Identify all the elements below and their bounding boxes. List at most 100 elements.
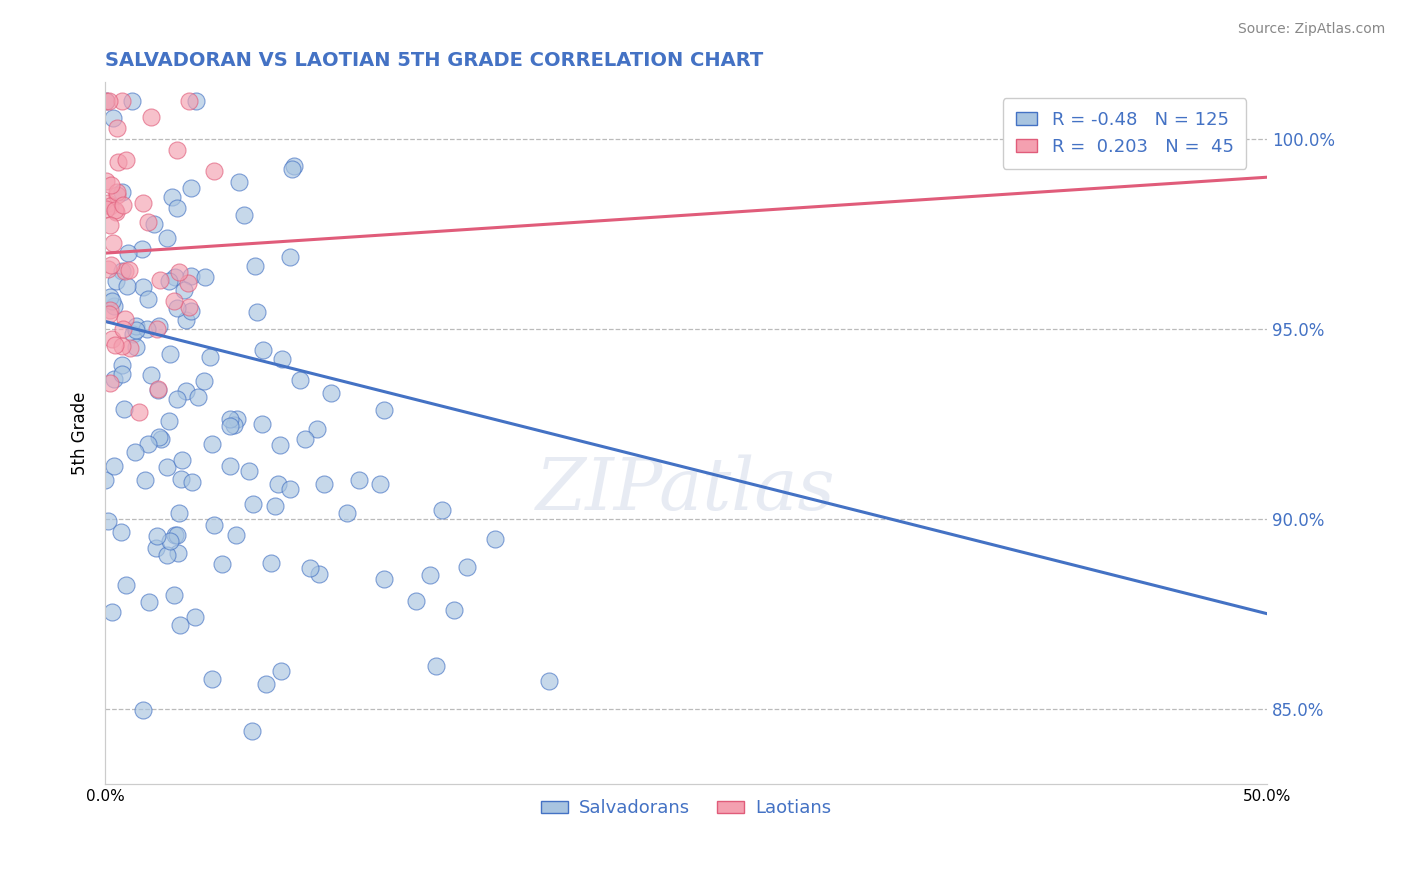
Point (179, 95, 201, 109)
Point (98, 290, 121, 304)
Point (187, 390, 209, 404)
Point (100, 178, 122, 193)
Point (219, 419, 242, 434)
Point (115, 577, 138, 591)
Point (97, 195, 120, 210)
Point (111, 95, 134, 109)
Point (250, 417, 273, 432)
Point (101, 111, 124, 125)
Point (180, 268, 202, 283)
Point (166, 528, 188, 542)
Point (314, 476, 336, 491)
Point (198, 351, 221, 365)
Point (169, 507, 191, 521)
Point (100, 258, 122, 272)
Point (105, 187, 128, 202)
Point (245, 305, 267, 319)
Point (269, 437, 291, 451)
Point (222, 418, 245, 433)
Point (201, 672, 224, 686)
Point (373, 402, 395, 417)
Point (94, 473, 117, 487)
Point (537, 674, 560, 689)
Point (260, 556, 283, 570)
Point (202, 163, 225, 178)
Point (94, 174, 117, 188)
Point (163, 293, 186, 308)
Point (124, 444, 146, 458)
Point (146, 322, 169, 336)
Point (103, 236, 125, 251)
Point (98, 95, 121, 109)
Point (114, 312, 136, 326)
Point (347, 473, 370, 487)
Point (267, 476, 290, 491)
Point (193, 375, 215, 389)
Point (98, 219, 121, 233)
Point (141, 110, 163, 124)
Point (118, 263, 141, 277)
Point (136, 292, 159, 306)
Point (124, 323, 146, 337)
Point (211, 558, 233, 572)
Point (149, 273, 172, 287)
Point (103, 458, 125, 473)
Point (166, 144, 188, 158)
Point (172, 453, 194, 467)
Point (159, 534, 181, 549)
Point (419, 568, 441, 582)
Point (135, 322, 157, 336)
Point (238, 464, 260, 478)
Point (101, 332, 124, 346)
Point (139, 368, 162, 383)
Point (308, 566, 330, 581)
Point (156, 548, 179, 562)
Point (177, 300, 200, 314)
Point (443, 603, 465, 617)
Point (104, 338, 127, 352)
Legend: Salvadorans, Laotians: Salvadorans, Laotians (534, 792, 838, 824)
Point (305, 422, 328, 436)
Point (219, 412, 242, 426)
Point (136, 437, 159, 451)
Point (298, 560, 321, 574)
Point (98, 307, 121, 321)
Point (105, 121, 128, 136)
Point (128, 405, 150, 419)
Point (104, 202, 127, 217)
Point (202, 518, 225, 533)
Point (111, 264, 134, 278)
Point (167, 546, 190, 560)
Point (169, 472, 191, 486)
Point (166, 201, 188, 215)
Point (100, 605, 122, 619)
Point (270, 664, 292, 678)
Point (184, 609, 207, 624)
Point (131, 195, 153, 210)
Point (136, 215, 159, 229)
Point (120, 341, 142, 355)
Point (228, 175, 250, 189)
Point (165, 269, 187, 284)
Point (243, 260, 266, 274)
Point (370, 477, 392, 491)
Point (264, 499, 287, 513)
Point (134, 473, 156, 487)
Point (131, 242, 153, 256)
Point (117, 246, 139, 260)
Point (94, 95, 117, 109)
Point (157, 274, 180, 288)
Point (177, 276, 200, 290)
Point (145, 541, 167, 555)
Point (132, 703, 155, 717)
Point (97, 261, 120, 276)
Point (98, 302, 121, 317)
Point (107, 155, 129, 169)
Point (111, 322, 134, 336)
Text: ZIPatlas: ZIPatlas (536, 454, 837, 524)
Point (98, 376, 121, 390)
Point (278, 250, 301, 264)
Point (103, 300, 125, 314)
Point (180, 475, 202, 490)
Point (194, 270, 217, 285)
